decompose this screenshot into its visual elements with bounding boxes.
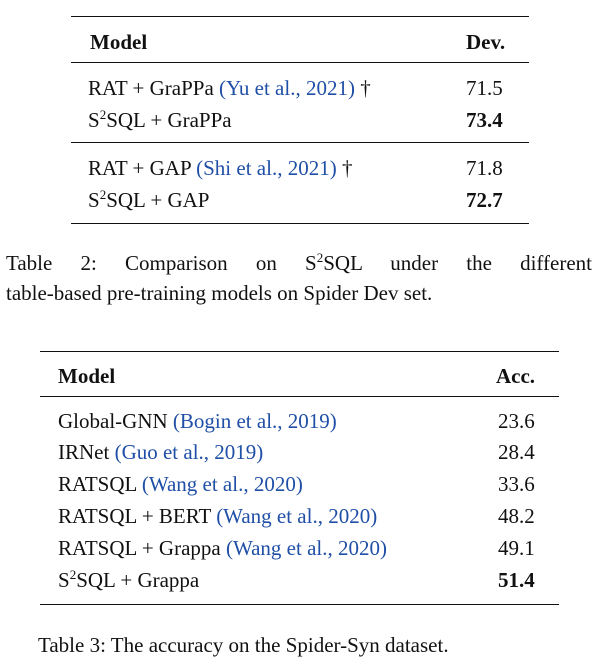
model-name: Global-GNN xyxy=(58,409,173,433)
table3-row: RATSQL (Wang et al., 2020) xyxy=(58,472,303,496)
table3-value-best: 51.4 xyxy=(498,568,535,592)
dagger-mark: † xyxy=(336,156,353,180)
table2-row-s2sql-grappa: S2SQL + GraPPa xyxy=(88,108,232,132)
table2-header-rule xyxy=(71,62,529,63)
table2-row-rat-grappa: RAT + GraPPa (Yu et al., 2021) † xyxy=(88,76,371,100)
model-name-rest: SQL + Grappa xyxy=(76,568,200,592)
superscript: 2 xyxy=(99,106,107,122)
caption-line1: Table 2: Comparison on S2SQL under the d… xyxy=(6,248,592,278)
citation-link[interactable]: (Bogin et al., 2019) xyxy=(172,409,337,433)
table2-value-rat-gap: 71.8 xyxy=(466,156,503,180)
model-name: RAT + GraPPa xyxy=(88,76,220,100)
table2-row-s2sql-gap: S2SQL + GAP xyxy=(88,188,209,212)
superscript: 2 xyxy=(69,566,77,582)
caption-text: Table 2: Comparison on S xyxy=(6,251,317,275)
table2-value-s2sql-grappa: 73.4 xyxy=(466,108,503,132)
table3-bottom-rule xyxy=(40,604,559,605)
table3-row: RATSQL + BERT (Wang et al., 2020) xyxy=(58,504,377,528)
model-name: S xyxy=(88,108,100,132)
model-name: RAT + GAP xyxy=(88,156,197,180)
table2-top-rule xyxy=(71,16,529,17)
citation-link[interactable]: (Guo et al., 2019) xyxy=(114,440,264,464)
model-name: RATSQL xyxy=(58,472,142,496)
table3-value: 33.6 xyxy=(498,472,535,496)
table3-row: RATSQL + Grappa (Wang et al., 2020) xyxy=(58,536,387,560)
table3-top-rule xyxy=(40,351,559,352)
table3-header-rule xyxy=(40,396,559,397)
table3-row: Global-GNN (Bogin et al., 2019) xyxy=(58,409,337,433)
table3-caption: Table 3: The accuracy on the Spider-Syn … xyxy=(38,633,449,657)
caption-line2: table-based pre-training models on Spide… xyxy=(6,281,433,305)
model-name: IRNet xyxy=(58,440,115,464)
model-name-rest: SQL + GAP xyxy=(106,188,210,212)
table3-value: 23.6 xyxy=(498,409,535,433)
table3-value: 49.1 xyxy=(498,536,535,560)
table2-bottom-rule xyxy=(71,223,529,224)
table3-value: 28.4 xyxy=(498,440,535,464)
citation-link[interactable]: (Wang et al., 2020) xyxy=(216,504,378,528)
caption-text: SQL under the different xyxy=(323,251,593,275)
citation-link[interactable]: (Wang et al., 2020) xyxy=(225,536,387,560)
table3-header-acc: Acc. xyxy=(496,364,536,388)
model-name: RATSQL + BERT xyxy=(58,504,217,528)
table3-row: IRNet (Guo et al., 2019) xyxy=(58,440,263,464)
table2-header-dev: Dev. xyxy=(466,30,506,54)
citation-link[interactable]: (Wang et al., 2020) xyxy=(141,472,303,496)
model-name-rest: SQL + GraPPa xyxy=(106,108,232,132)
table2-caption: Table 2: Comparison on S2SQL under the d… xyxy=(6,248,592,308)
superscript: 2 xyxy=(316,249,324,265)
table2-value-rat-grappa: 71.5 xyxy=(466,76,503,100)
table2-row-rat-gap: RAT + GAP (Shi et al., 2021) † xyxy=(88,156,352,180)
citation-link[interactable]: (Yu et al., 2021) xyxy=(219,76,355,100)
model-name: S xyxy=(88,188,100,212)
model-name: RATSQL + Grappa xyxy=(58,536,226,560)
table3-header-model: Model xyxy=(58,364,116,388)
model-name: S xyxy=(58,568,70,592)
table3-value: 48.2 xyxy=(498,504,535,528)
table2-group-rule xyxy=(71,142,529,143)
table3-row-s2sql-grappa: S2SQL + Grappa xyxy=(58,568,199,592)
table2-value-s2sql-gap: 72.7 xyxy=(466,188,503,212)
citation-link[interactable]: (Shi et al., 2021) xyxy=(196,156,337,180)
table2-header-model: Model xyxy=(90,30,148,54)
dagger-mark: † xyxy=(354,76,371,100)
superscript: 2 xyxy=(99,186,107,202)
